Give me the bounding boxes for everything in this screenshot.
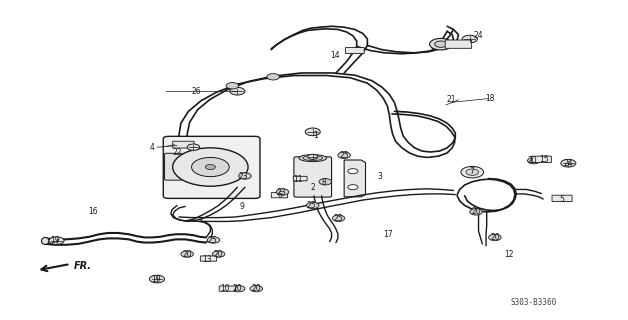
FancyBboxPatch shape (173, 141, 194, 148)
Text: 5: 5 (560, 195, 565, 204)
FancyBboxPatch shape (219, 286, 236, 291)
Polygon shape (344, 160, 365, 197)
Text: 20: 20 (471, 207, 481, 216)
Text: 3: 3 (377, 172, 382, 181)
Circle shape (181, 251, 193, 257)
Circle shape (232, 285, 245, 292)
Circle shape (561, 159, 576, 167)
FancyBboxPatch shape (163, 136, 260, 198)
Text: 19: 19 (50, 236, 60, 245)
Text: 20: 20 (182, 250, 192, 259)
FancyBboxPatch shape (200, 256, 217, 261)
Circle shape (338, 152, 350, 158)
Text: 11: 11 (293, 175, 303, 184)
Circle shape (348, 169, 358, 174)
Circle shape (149, 275, 165, 283)
Text: 1: 1 (313, 131, 318, 140)
Text: 25: 25 (306, 201, 316, 210)
Text: FR.: FR. (74, 261, 92, 271)
FancyBboxPatch shape (271, 193, 288, 198)
Text: 25: 25 (339, 151, 349, 160)
Text: 4: 4 (149, 143, 154, 152)
Text: 24: 24 (474, 31, 484, 40)
Circle shape (470, 209, 482, 215)
Circle shape (276, 189, 289, 195)
Text: 26: 26 (191, 87, 201, 96)
Circle shape (226, 83, 239, 89)
Text: 8: 8 (322, 178, 327, 187)
Circle shape (205, 164, 215, 170)
Circle shape (49, 237, 64, 244)
Circle shape (332, 215, 345, 221)
Text: 20: 20 (490, 233, 500, 242)
Text: 25: 25 (207, 236, 217, 245)
Text: 24: 24 (563, 159, 573, 168)
FancyBboxPatch shape (345, 48, 364, 53)
Text: S303-B3360: S303-B3360 (511, 298, 557, 307)
Text: 19: 19 (151, 276, 161, 284)
Circle shape (239, 173, 251, 179)
Text: 16: 16 (88, 207, 98, 216)
Text: 22: 22 (172, 148, 182, 157)
Text: 20: 20 (214, 250, 224, 259)
Circle shape (230, 87, 245, 95)
Text: 25: 25 (333, 214, 343, 223)
Circle shape (461, 166, 484, 178)
Circle shape (267, 74, 279, 80)
Circle shape (435, 41, 447, 47)
Circle shape (319, 179, 332, 185)
Circle shape (306, 202, 319, 209)
Circle shape (192, 157, 229, 177)
FancyBboxPatch shape (531, 156, 551, 163)
Text: 15: 15 (539, 156, 549, 164)
Circle shape (305, 128, 320, 136)
Text: 14: 14 (330, 52, 340, 60)
Circle shape (489, 234, 501, 241)
FancyBboxPatch shape (293, 176, 307, 181)
Text: 2: 2 (310, 183, 315, 192)
Circle shape (308, 154, 318, 159)
Circle shape (187, 144, 200, 150)
Circle shape (348, 185, 358, 190)
Circle shape (462, 35, 477, 43)
Circle shape (250, 285, 263, 292)
Text: 20: 20 (251, 284, 261, 293)
Text: 21: 21 (446, 95, 456, 104)
Circle shape (466, 169, 479, 175)
FancyBboxPatch shape (165, 153, 182, 180)
Text: 18: 18 (485, 94, 495, 103)
Circle shape (528, 157, 540, 164)
FancyBboxPatch shape (552, 195, 572, 202)
FancyBboxPatch shape (445, 40, 472, 48)
Text: 6: 6 (277, 191, 282, 200)
Text: 7: 7 (470, 167, 475, 176)
Ellipse shape (41, 237, 49, 244)
Ellipse shape (299, 155, 327, 162)
Text: 13: 13 (202, 255, 212, 264)
Circle shape (212, 251, 225, 257)
FancyBboxPatch shape (294, 157, 332, 197)
Text: 10: 10 (220, 284, 230, 293)
Text: 9: 9 (239, 202, 244, 211)
Text: 23: 23 (239, 172, 249, 181)
Text: 12: 12 (504, 250, 514, 259)
Text: 20: 20 (232, 284, 242, 293)
Text: 17: 17 (383, 230, 393, 239)
Circle shape (173, 148, 248, 186)
Circle shape (430, 38, 452, 50)
Ellipse shape (303, 156, 323, 161)
Circle shape (207, 237, 220, 243)
Text: 23: 23 (276, 188, 286, 197)
Text: 20: 20 (528, 156, 538, 165)
